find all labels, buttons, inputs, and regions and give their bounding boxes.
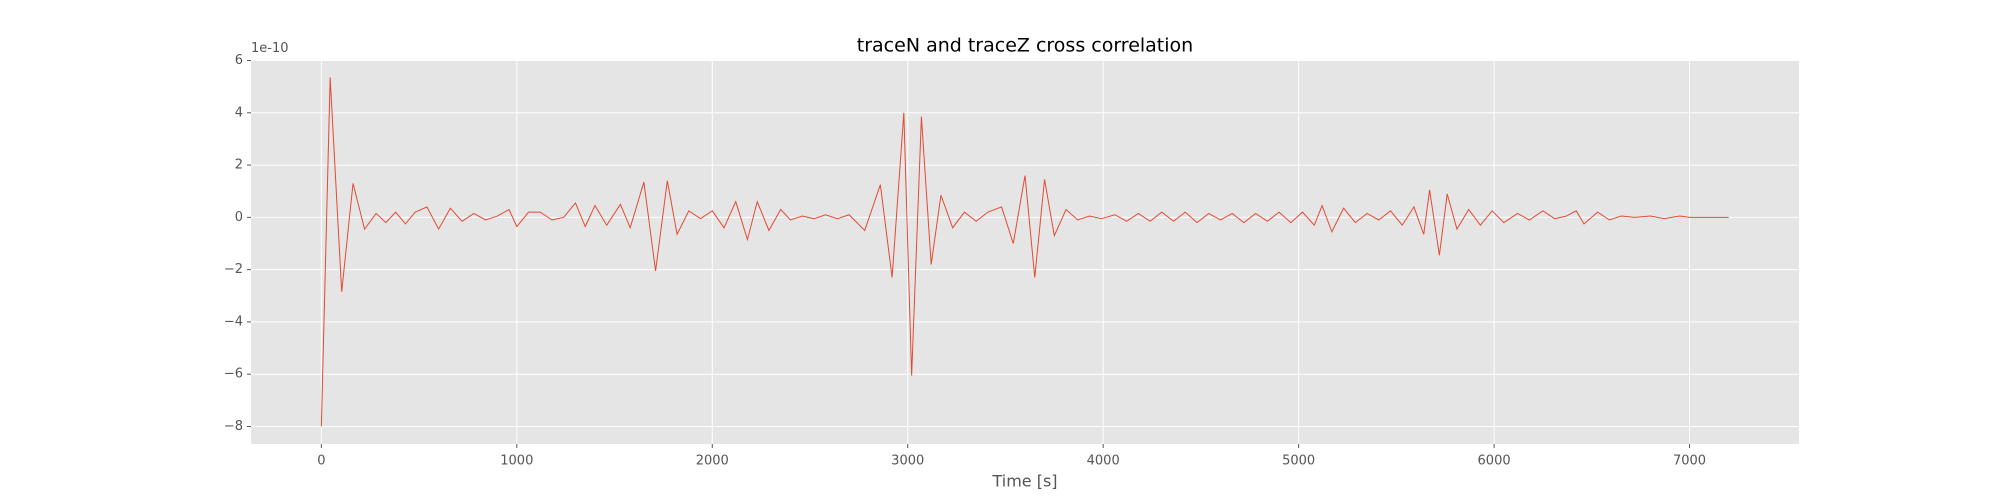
x-axis-label: Time [s] <box>991 472 1057 491</box>
data-line <box>320 77 1729 427</box>
x-tick-label: 5000 <box>1282 454 1315 469</box>
x-tick-label: 7000 <box>1673 454 1706 469</box>
chart-title: traceN and traceZ cross correlation <box>857 35 1193 57</box>
y-tick-label: 2 <box>235 158 243 173</box>
x-tick-label: 2000 <box>696 454 729 469</box>
y-tick-label: 0 <box>235 210 243 225</box>
y-tick-label: −6 <box>224 367 243 382</box>
plot-area <box>251 60 1799 444</box>
x-tick-label: 3000 <box>891 454 924 469</box>
y-tick-label: −2 <box>224 262 243 277</box>
x-tick-label: 4000 <box>1087 454 1120 469</box>
x-tick-label: 6000 <box>1478 454 1511 469</box>
y-tick-label: 4 <box>235 105 243 120</box>
offset-label: 1e-10 <box>251 41 289 56</box>
y-tick-label: 6 <box>235 53 243 68</box>
y-tick-label: −8 <box>224 419 243 434</box>
y-tick-label: −4 <box>224 314 243 329</box>
x-tick-label: 1000 <box>500 454 533 469</box>
x-tick-label: 0 <box>317 454 325 469</box>
